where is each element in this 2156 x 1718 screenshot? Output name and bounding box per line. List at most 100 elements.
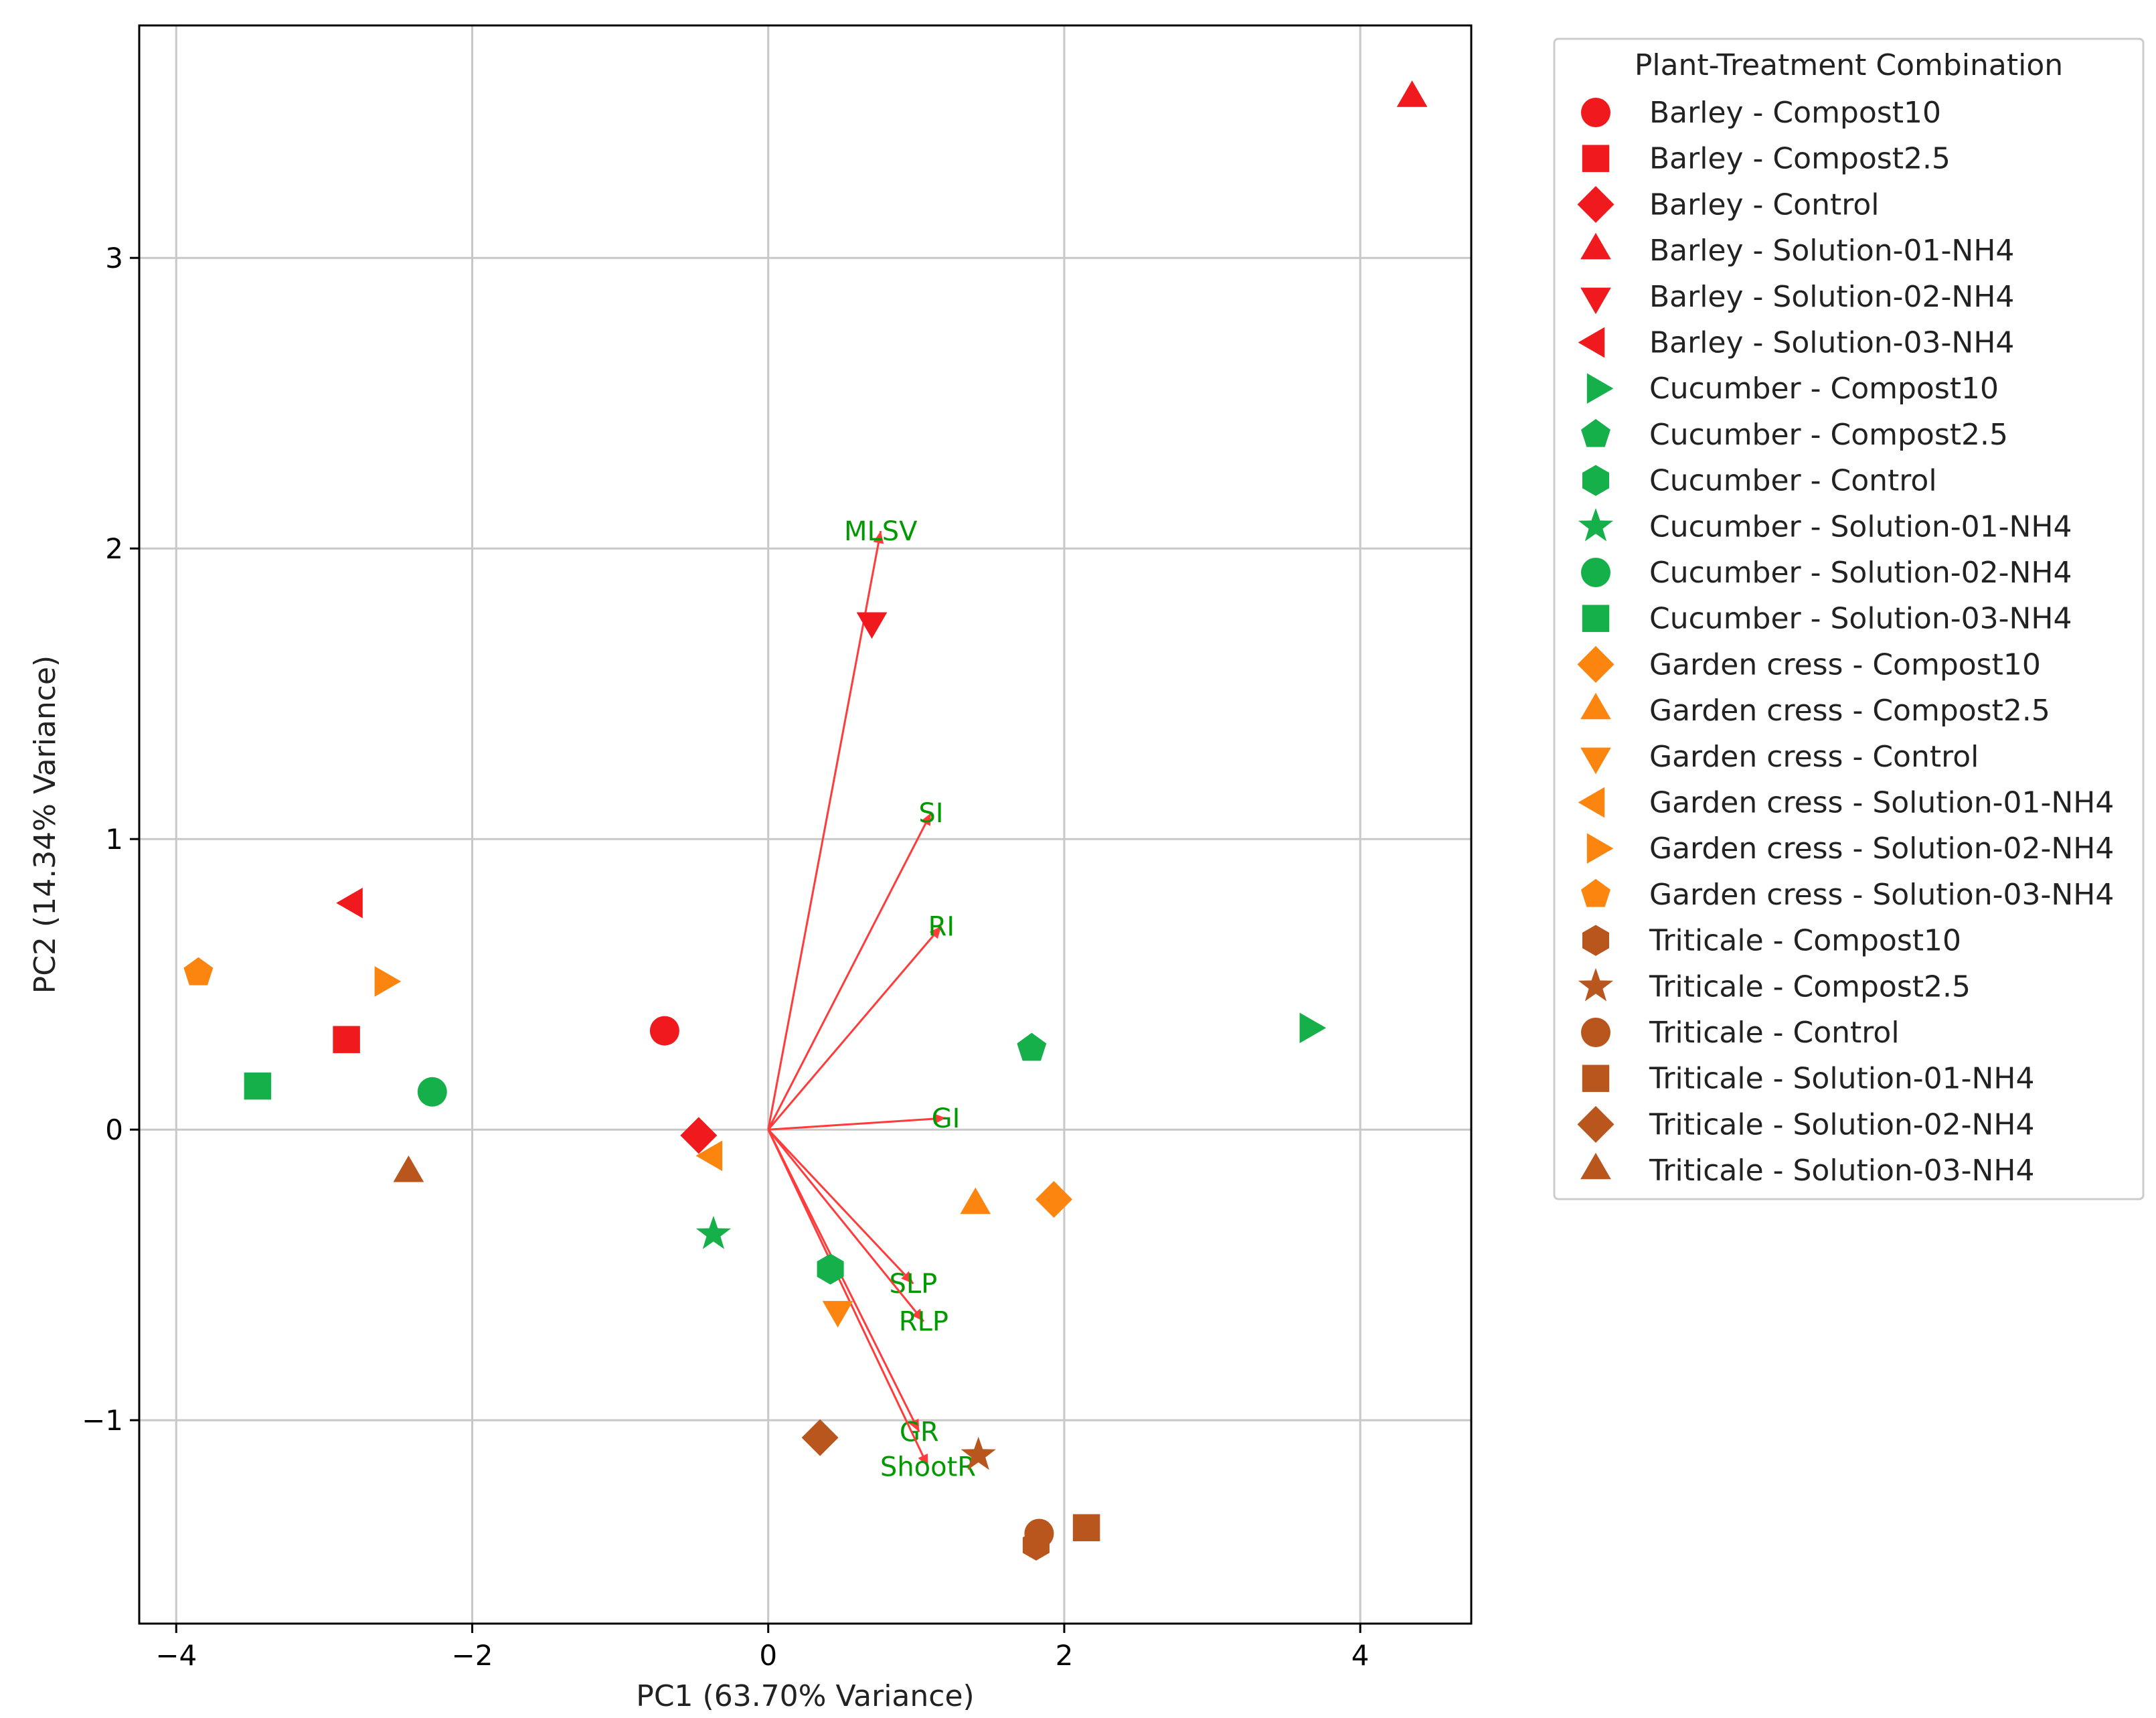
legend-label: Triticale - Solution-01-NH4	[1649, 1062, 2034, 1096]
loading-label-si: SI	[918, 798, 943, 829]
legend-item-garden-cress-solution-02-nh4: Garden cress - Solution-02-NH4	[1586, 832, 2114, 866]
x-tick-label: −2	[452, 1639, 493, 1672]
loading-label-rlp: RLP	[899, 1307, 948, 1338]
loading-arrowhead-si	[920, 813, 931, 826]
point-garden-cress-solution-01-nh4	[695, 1140, 723, 1172]
legend-item-cucumber-compost10: Cucumber - Compost10	[1586, 372, 1999, 406]
loading-vectors: MLSV SI RI GI SLP RLP GR ShootR	[767, 516, 976, 1483]
legend-item-barley-solution-02-nh4: Barley - Solution-02-NH4	[1580, 280, 2014, 315]
point-triticale-control	[1024, 1518, 1054, 1549]
legend-marker-triticale-compost10	[1582, 925, 1610, 956]
legend-marker-cucumber-compost2-5	[1581, 418, 1610, 447]
point-barley-control	[680, 1117, 718, 1154]
point-cucumber-solution-03-nh4	[244, 1072, 272, 1100]
legend-marker-garden-cress-solution-03-nh4	[1581, 878, 1610, 907]
point-cucumber-solution-01-nh4	[695, 1215, 732, 1249]
loading-vector-ri	[767, 925, 942, 1131]
point-barley-compost10	[649, 1016, 679, 1046]
point-triticale-compost2-5	[961, 1436, 996, 1470]
legend-label: Triticale - Solution-03-NH4	[1649, 1154, 2034, 1188]
legend-item-triticale-solution-02-nh4: Triticale - Solution-02-NH4	[1577, 1105, 2034, 1143]
x-tick-label: −4	[155, 1639, 197, 1672]
x-axis-label: PC1 (63.70% Variance)	[636, 1679, 974, 1713]
loading-arrowhead-shootr	[918, 1453, 928, 1467]
point-cucumber-compost2-5	[1017, 1032, 1047, 1061]
loading-vector-slp	[767, 1129, 914, 1285]
legend-label: Triticale - Compost10	[1649, 924, 1961, 958]
legend-marker-triticale-control	[1581, 1018, 1610, 1047]
legend-marker-cucumber-solution-02-nh4	[1581, 558, 1610, 587]
legend-label: Cucumber - Solution-02-NH4	[1649, 556, 2072, 590]
legend-label: Barley - Compost10	[1649, 96, 1941, 130]
legend-marker-cucumber-compost10	[1586, 373, 1614, 404]
y-axis-label: PC2 (14.34% Variance)	[28, 655, 62, 994]
point-garden-cress-compost2-5	[960, 1187, 991, 1215]
loading-label-ri: RI	[928, 911, 955, 942]
legend-item-triticale-control: Triticale - Control	[1581, 1016, 1900, 1050]
legend-label: Garden cress - Solution-01-NH4	[1649, 786, 2114, 820]
legend-label: Barley - Compost2.5	[1649, 142, 1951, 176]
legend-marker-garden-cress-solution-02-nh4	[1586, 833, 1614, 864]
loading-vector-gr	[767, 1129, 920, 1433]
legend-label: Barley - Control	[1649, 187, 1879, 222]
legend-marker-triticale-solution-02-nh4	[1577, 1105, 1614, 1143]
loading-arrowhead-mlsv	[873, 531, 884, 544]
axis-ticks: −4 −2 0 2 4 −1 0 1 2 3	[82, 242, 1369, 1672]
loading-vector-mlsv	[767, 530, 882, 1130]
legend-items: Barley - Compost10 Barley - Compost2.5 Bar…	[1577, 96, 2114, 1188]
legend-label: Triticale - Compost2.5	[1649, 969, 1971, 1004]
legend-label: Triticale - Control	[1649, 1016, 1900, 1050]
legend-item-triticale-solution-03-nh4: Triticale - Solution-03-NH4	[1580, 1152, 2034, 1188]
legend-label: Cucumber - Solution-03-NH4	[1649, 602, 2072, 636]
loading-vector-si	[767, 812, 932, 1130]
legend-label: Garden cress - Compost10	[1649, 647, 2041, 682]
legend-marker-barley-solution-02-nh4	[1580, 287, 1611, 315]
legend-item-garden-cress-compost10: Garden cress - Compost10	[1577, 645, 2041, 683]
y-tick-label: 2	[105, 532, 123, 565]
legend-label: Cucumber - Solution-01-NH4	[1649, 510, 2072, 544]
legend-label: Barley - Solution-03-NH4	[1649, 326, 2014, 360]
legend-marker-barley-solution-03-nh4	[1578, 327, 1605, 358]
legend-marker-barley-control	[1577, 185, 1614, 223]
legend-item-barley-solution-03-nh4: Barley - Solution-03-NH4	[1578, 326, 2014, 360]
legend-item-garden-cress-solution-03-nh4: Garden cress - Solution-03-NH4	[1581, 878, 2114, 912]
legend-item-garden-cress-compost2-5: Garden cress - Compost2.5	[1580, 692, 2050, 728]
point-garden-cress-compost10	[1035, 1180, 1072, 1218]
loading-arrowhead-rlp	[912, 1308, 924, 1322]
loading-arrowhead-ri	[929, 926, 942, 939]
legend-marker-garden-cress-compost2-5	[1580, 692, 1611, 720]
loading-arrowhead-gi	[933, 1113, 946, 1124]
legend-item-barley-compost10: Barley - Compost10	[1581, 96, 1941, 130]
legend-marker-triticale-solution-01-nh4	[1582, 1065, 1610, 1092]
legend-item-triticale-compost10: Triticale - Compost10	[1582, 924, 1961, 958]
loading-vector-rlp	[767, 1129, 925, 1322]
legend-item-garden-cress-control: Garden cress - Control	[1580, 740, 1979, 775]
legend-label: Triticale - Solution-02-NH4	[1649, 1107, 2034, 1142]
legend-label: Barley - Solution-02-NH4	[1649, 280, 2014, 314]
point-cucumber-solution-02-nh4	[417, 1077, 447, 1107]
legend-box	[1553, 37, 2145, 1200]
legend-marker-triticale-solution-03-nh4	[1580, 1152, 1611, 1180]
x-tick-label: 0	[759, 1639, 777, 1672]
legend-item-garden-cress-solution-01-nh4: Garden cress - Solution-01-NH4	[1578, 786, 2114, 820]
data-points	[183, 80, 1428, 1561]
legend-label: Garden cress - Control	[1649, 740, 1979, 774]
legend-marker-garden-cress-solution-01-nh4	[1578, 787, 1605, 818]
loading-vector-gi	[768, 1117, 946, 1131]
loading-arrowhead-slp	[901, 1271, 914, 1284]
loading-label-gr: GR	[900, 1417, 939, 1448]
legend-item-cucumber-solution-01-nh4: Cucumber - Solution-01-NH4	[1578, 507, 2072, 544]
point-barley-solution-03-nh4	[336, 887, 363, 919]
legend-item-barley-solution-01-nh4: Barley - Solution-01-NH4	[1580, 232, 2014, 268]
loading-label-mlsv: MLSV	[844, 516, 918, 547]
legend-label: Garden cress - Solution-03-NH4	[1649, 878, 2114, 912]
legend: Plant-Treatment Combination Barley - Com…	[1553, 37, 2145, 1200]
legend-item-cucumber-compost2-5: Cucumber - Compost2.5	[1581, 418, 2008, 452]
legend-marker-barley-solution-01-nh4	[1580, 232, 1611, 260]
y-tick-label: −1	[82, 1404, 123, 1437]
point-cucumber-control	[817, 1253, 844, 1285]
legend-label: Cucumber - Compost2.5	[1649, 418, 2008, 452]
legend-item-cucumber-control: Cucumber - Control	[1582, 464, 1937, 498]
point-garden-cress-solution-02-nh4	[374, 966, 402, 997]
legend-marker-cucumber-solution-01-nh4	[1578, 507, 1614, 542]
